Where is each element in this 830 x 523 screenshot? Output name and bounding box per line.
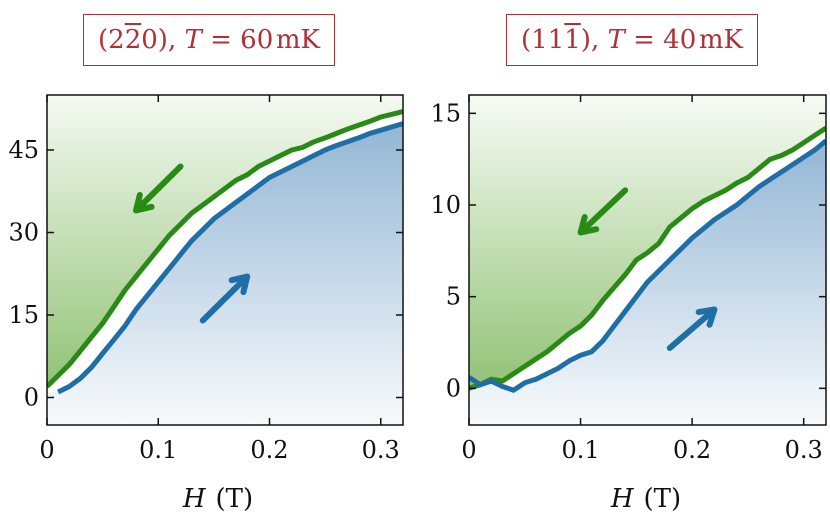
panel0-xtick-label: 0.1 xyxy=(139,436,177,464)
title-left-eq: = xyxy=(201,25,241,55)
panel0-arrow-up-right-head xyxy=(228,273,251,296)
panel0-arrow-down-left-head xyxy=(133,191,155,214)
title-right-k: 1 xyxy=(547,25,565,55)
panel1-ytick-label: 15 xyxy=(430,99,461,127)
panel0-xtick-label: 0.2 xyxy=(250,436,288,464)
title-right-paren-close: ) xyxy=(580,25,591,55)
left-increasing-field-line xyxy=(56,121,403,395)
title-right-paren-open: ( xyxy=(521,25,532,55)
title-left-paren-open: ( xyxy=(98,25,109,55)
panel1-arrow-down-left-shaft xyxy=(580,187,629,233)
title-left-l: 0 xyxy=(141,25,158,55)
right-x-axis-label: H (T) xyxy=(610,484,681,514)
title-left-sep: , xyxy=(167,25,185,55)
left-x-axis-label: H (T) xyxy=(182,484,253,514)
title-right-l: 1 xyxy=(564,25,581,55)
right-xlabel-unit: (T) xyxy=(644,484,682,514)
panel0-xtick-label: 0.3 xyxy=(362,436,400,464)
title-left-unit: mK xyxy=(275,25,320,55)
right-decreasing-field-line xyxy=(469,125,826,391)
panel1-xtick-label: 0 xyxy=(461,436,476,464)
left-lower-shaded-region xyxy=(47,123,403,425)
left-upper-shaded-region xyxy=(47,95,403,387)
panel0-xtick-label: 0 xyxy=(39,436,54,464)
panel-right-title: (111), T = 40 mK xyxy=(506,14,758,66)
title-left-var: T xyxy=(184,25,202,55)
title-right-h: 1 xyxy=(531,25,548,55)
panel1-arrow-up-right-shaft xyxy=(666,309,715,351)
panel1-xtick-label: 0.1 xyxy=(561,436,599,464)
panel0-ytick-label: 45 xyxy=(8,136,39,164)
panel0-arrow-up-right-shaft xyxy=(199,276,248,324)
panel1-arrow-down-left-head xyxy=(577,214,600,236)
panel-right: 0 0.1 0.2 0.3 0 5 10 15 H (T) xyxy=(430,94,827,514)
title-left-value: 60 xyxy=(240,25,274,55)
right-plot-frame xyxy=(468,94,827,426)
right-xlabel-var: H xyxy=(610,484,635,514)
left-decreasing-field-line xyxy=(47,109,403,389)
panel0-ytick-label: 15 xyxy=(8,301,39,329)
right-upper-shaded-region xyxy=(469,95,826,389)
title-left-k: 2 xyxy=(124,25,142,55)
panel1-xtick-label: 0.3 xyxy=(785,436,823,464)
left-xlabel-unit: (T) xyxy=(216,484,254,514)
left-xlabel-var: H xyxy=(182,484,207,514)
panel1-xtick-label: 0.2 xyxy=(673,436,711,464)
title-right-sep: , xyxy=(590,25,608,55)
panel0-ytick-label: 30 xyxy=(8,219,39,247)
panel0-arrow-down-left-shaft xyxy=(135,163,184,211)
panel1-ytick-label: 5 xyxy=(446,283,461,311)
right-increasing-field-line xyxy=(469,138,826,393)
title-right-var: T xyxy=(607,25,625,55)
panel-left: 0 0.1 0.2 0.3 0 15 30 45 H (T) xyxy=(8,94,404,514)
panel1-ytick-label: 10 xyxy=(430,191,461,219)
title-right-value: 40 xyxy=(663,25,697,55)
panel1-ytick-label: 0 xyxy=(446,374,461,402)
title-left-h: 2 xyxy=(108,25,125,55)
panel-left-title: (220), T = 60 mK xyxy=(83,14,335,66)
panel0-ytick-label: 0 xyxy=(24,384,39,412)
title-left-paren-close: ) xyxy=(157,25,168,55)
title-right-unit: mK xyxy=(698,25,743,55)
title-right-eq: = xyxy=(624,25,664,55)
panel1-arrow-up-right-head xyxy=(695,306,718,328)
left-plot-frame xyxy=(46,94,404,426)
